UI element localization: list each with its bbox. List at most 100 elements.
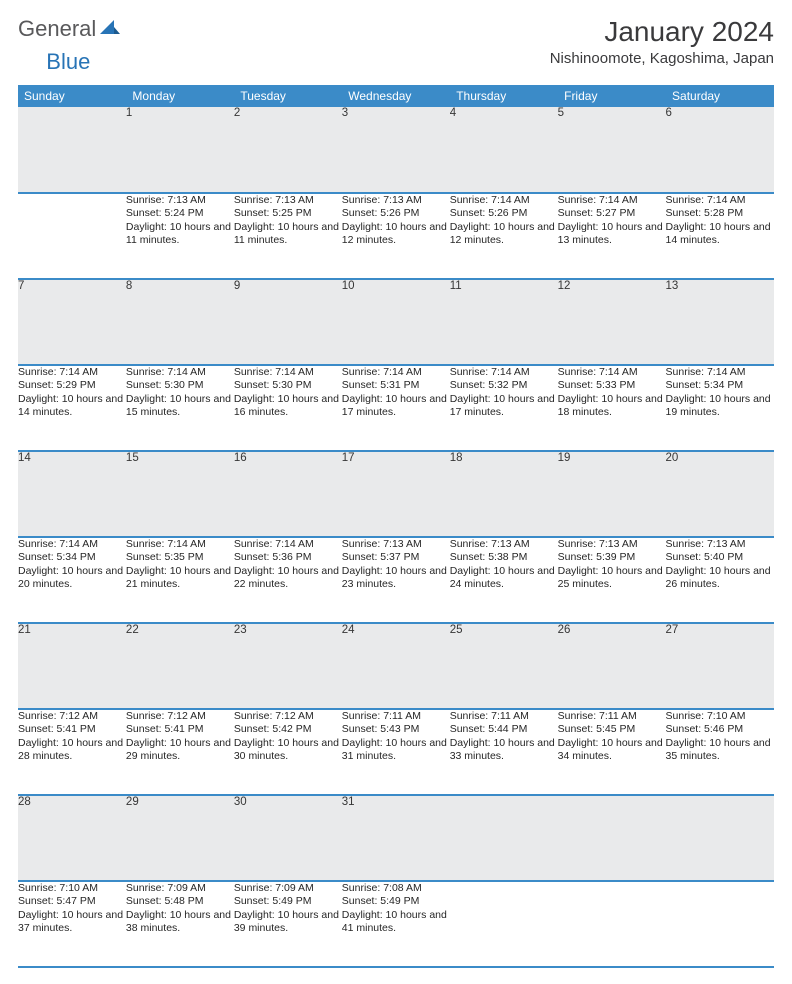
day-cell (558, 881, 666, 967)
month-title: January 2024 (550, 16, 774, 48)
weekday-header: Thursday (450, 85, 558, 107)
sunrise-line: Sunrise: 7:13 AM (558, 538, 666, 551)
day-cell: Sunrise: 7:14 AMSunset: 5:34 PMDaylight:… (18, 537, 126, 623)
day-number: 31 (342, 795, 450, 881)
day-cell: Sunrise: 7:13 AMSunset: 5:38 PMDaylight:… (450, 537, 558, 623)
daylight-line: Daylight: 10 hours and 34 minutes. (558, 737, 666, 764)
daylight-line: Daylight: 10 hours and 11 minutes. (234, 221, 342, 248)
daylight-line: Daylight: 10 hours and 15 minutes. (126, 393, 234, 420)
daylight-line: Daylight: 10 hours and 19 minutes. (666, 393, 774, 420)
sunrise-line: Sunrise: 7:14 AM (666, 366, 774, 379)
day-number: 21 (18, 623, 126, 709)
day-number: 12 (558, 279, 666, 365)
sunset-line: Sunset: 5:36 PM (234, 551, 342, 564)
sunset-line: Sunset: 5:34 PM (666, 379, 774, 392)
sunrise-line: Sunrise: 7:09 AM (126, 882, 234, 895)
daylight-line: Daylight: 10 hours and 22 minutes. (234, 565, 342, 592)
day-cell: Sunrise: 7:12 AMSunset: 5:41 PMDaylight:… (126, 709, 234, 795)
day-cell: Sunrise: 7:09 AMSunset: 5:49 PMDaylight:… (234, 881, 342, 967)
sunset-line: Sunset: 5:26 PM (342, 207, 450, 220)
weekday-header: Monday (126, 85, 234, 107)
day-cell (666, 881, 774, 967)
daylight-line: Daylight: 10 hours and 30 minutes. (234, 737, 342, 764)
sunrise-line: Sunrise: 7:14 AM (450, 366, 558, 379)
sunrise-line: Sunrise: 7:10 AM (666, 710, 774, 723)
sunrise-line: Sunrise: 7:11 AM (342, 710, 450, 723)
sunset-line: Sunset: 5:46 PM (666, 723, 774, 736)
day-number: 18 (450, 451, 558, 537)
day-number: 10 (342, 279, 450, 365)
day-number: 17 (342, 451, 450, 537)
day-number: 20 (666, 451, 774, 537)
sunrise-line: Sunrise: 7:12 AM (234, 710, 342, 723)
day-number: 8 (126, 279, 234, 365)
sunset-line: Sunset: 5:32 PM (450, 379, 558, 392)
daylight-line: Daylight: 10 hours and 12 minutes. (450, 221, 558, 248)
day-cell: Sunrise: 7:13 AMSunset: 5:25 PMDaylight:… (234, 193, 342, 279)
weekday-header: Sunday (18, 85, 126, 107)
day-number: 13 (666, 279, 774, 365)
daylight-line: Daylight: 10 hours and 20 minutes. (18, 565, 126, 592)
sunset-line: Sunset: 5:29 PM (18, 379, 126, 392)
sunrise-line: Sunrise: 7:14 AM (126, 366, 234, 379)
calendar-table: Sunday Monday Tuesday Wednesday Thursday… (18, 85, 774, 968)
calendar-body: 123456Sunrise: 7:13 AMSunset: 5:24 PMDay… (18, 107, 774, 967)
brand-part1: General (18, 16, 96, 42)
day-cell: Sunrise: 7:14 AMSunset: 5:31 PMDaylight:… (342, 365, 450, 451)
sunrise-line: Sunrise: 7:13 AM (450, 538, 558, 551)
daylight-line: Daylight: 10 hours and 26 minutes. (666, 565, 774, 592)
day-cell: Sunrise: 7:14 AMSunset: 5:35 PMDaylight:… (126, 537, 234, 623)
sunset-line: Sunset: 5:24 PM (126, 207, 234, 220)
sunset-line: Sunset: 5:41 PM (126, 723, 234, 736)
day-number: 6 (666, 107, 774, 193)
sunrise-line: Sunrise: 7:14 AM (18, 366, 126, 379)
daynum-row: 14151617181920 (18, 451, 774, 537)
daylight-line: Daylight: 10 hours and 12 minutes. (342, 221, 450, 248)
sunrise-line: Sunrise: 7:13 AM (342, 194, 450, 207)
sunset-line: Sunset: 5:35 PM (126, 551, 234, 564)
day-number: 2 (234, 107, 342, 193)
sunset-line: Sunset: 5:49 PM (234, 895, 342, 908)
day-cell: Sunrise: 7:11 AMSunset: 5:44 PMDaylight:… (450, 709, 558, 795)
day-number: 4 (450, 107, 558, 193)
day-cell: Sunrise: 7:09 AMSunset: 5:48 PMDaylight:… (126, 881, 234, 967)
day-cell: Sunrise: 7:13 AMSunset: 5:24 PMDaylight:… (126, 193, 234, 279)
sunrise-line: Sunrise: 7:11 AM (450, 710, 558, 723)
day-number: 16 (234, 451, 342, 537)
daylight-line: Daylight: 10 hours and 14 minutes. (666, 221, 774, 248)
sunrise-line: Sunrise: 7:08 AM (342, 882, 450, 895)
day-number: 1 (126, 107, 234, 193)
day-number: 28 (18, 795, 126, 881)
day-cell: Sunrise: 7:14 AMSunset: 5:26 PMDaylight:… (450, 193, 558, 279)
daynum-row: 28293031 (18, 795, 774, 881)
daylight-line: Daylight: 10 hours and 21 minutes. (126, 565, 234, 592)
daylight-line: Daylight: 10 hours and 38 minutes. (126, 909, 234, 936)
sunset-line: Sunset: 5:49 PM (342, 895, 450, 908)
sunset-line: Sunset: 5:30 PM (126, 379, 234, 392)
day-cell: Sunrise: 7:11 AMSunset: 5:43 PMDaylight:… (342, 709, 450, 795)
daynum-row: 123456 (18, 107, 774, 193)
day-number: 25 (450, 623, 558, 709)
sunrise-line: Sunrise: 7:14 AM (558, 194, 666, 207)
sunrise-line: Sunrise: 7:14 AM (342, 366, 450, 379)
daylight-line: Daylight: 10 hours and 16 minutes. (234, 393, 342, 420)
daylight-line: Daylight: 10 hours and 31 minutes. (342, 737, 450, 764)
day-number: 14 (18, 451, 126, 537)
weekday-header: Wednesday (342, 85, 450, 107)
sunrise-line: Sunrise: 7:14 AM (666, 194, 774, 207)
day-number: 29 (126, 795, 234, 881)
daylight-line: Daylight: 10 hours and 23 minutes. (342, 565, 450, 592)
day-cell: Sunrise: 7:14 AMSunset: 5:28 PMDaylight:… (666, 193, 774, 279)
content-row: Sunrise: 7:14 AMSunset: 5:29 PMDaylight:… (18, 365, 774, 451)
day-cell: Sunrise: 7:12 AMSunset: 5:42 PMDaylight:… (234, 709, 342, 795)
day-cell: Sunrise: 7:13 AMSunset: 5:26 PMDaylight:… (342, 193, 450, 279)
sunrise-line: Sunrise: 7:13 AM (126, 194, 234, 207)
daylight-line: Daylight: 10 hours and 28 minutes. (18, 737, 126, 764)
sunset-line: Sunset: 5:30 PM (234, 379, 342, 392)
weekday-header: Saturday (666, 85, 774, 107)
day-cell: Sunrise: 7:13 AMSunset: 5:39 PMDaylight:… (558, 537, 666, 623)
daylight-line: Daylight: 10 hours and 14 minutes. (18, 393, 126, 420)
daylight-line: Daylight: 10 hours and 17 minutes. (342, 393, 450, 420)
day-cell: Sunrise: 7:14 AMSunset: 5:30 PMDaylight:… (234, 365, 342, 451)
daylight-line: Daylight: 10 hours and 37 minutes. (18, 909, 126, 936)
